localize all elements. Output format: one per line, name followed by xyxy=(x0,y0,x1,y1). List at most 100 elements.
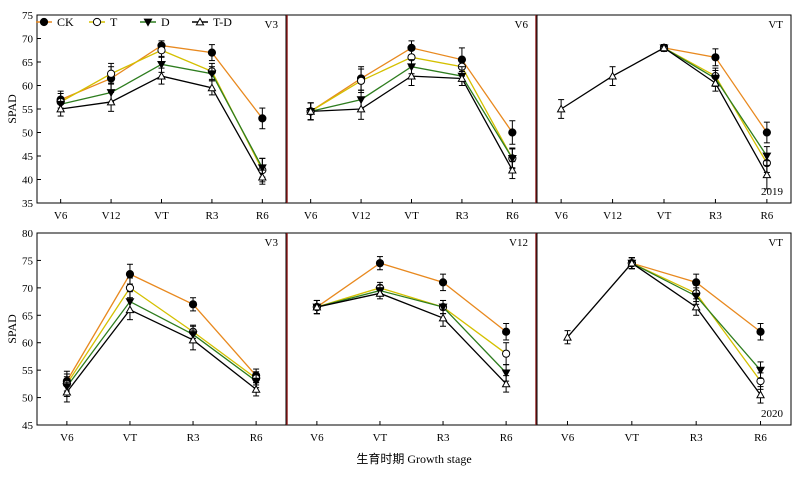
legend-marker xyxy=(92,17,102,27)
data-point xyxy=(188,335,198,344)
data-point xyxy=(762,152,772,161)
data-point xyxy=(375,259,385,268)
y-tick-label: 60 xyxy=(22,338,34,350)
x-tick-label: V6 xyxy=(54,210,68,222)
series-marks-ck xyxy=(659,43,771,144)
data-point xyxy=(251,377,261,386)
data-point xyxy=(125,283,135,292)
data-point xyxy=(502,327,511,336)
data-point xyxy=(257,172,267,181)
panel-frame xyxy=(536,14,792,204)
data-point xyxy=(438,303,448,312)
series-line xyxy=(66,286,257,385)
series-marks-t xyxy=(62,277,261,395)
series-ck xyxy=(316,262,507,333)
y-axis-label: SPAD xyxy=(5,94,19,124)
legend-marker xyxy=(195,17,205,26)
series-d xyxy=(66,300,257,387)
legend-item-d: D xyxy=(140,15,170,29)
series-line xyxy=(60,75,263,178)
data-point xyxy=(563,332,572,341)
data-point xyxy=(556,104,566,113)
panel-stage-label: VT xyxy=(768,19,783,31)
panel-stage-label: VT xyxy=(768,237,783,249)
data-point xyxy=(106,69,116,78)
y-tick-label: 45 xyxy=(22,151,34,163)
panel-2-3: V6 VT R3 R6 VT 2020 xyxy=(536,232,792,444)
legend-label: D xyxy=(161,15,170,29)
series-t-d xyxy=(310,75,513,171)
legend-marker xyxy=(39,17,49,27)
panel-stage-label: V3 xyxy=(265,237,279,249)
series-t-d xyxy=(316,292,507,385)
y-tick-label: 75 xyxy=(22,10,34,22)
x-tick-label: V6 xyxy=(60,432,74,444)
series-marks-t-d xyxy=(563,257,765,404)
data-point xyxy=(125,270,135,279)
x-tick-label: R6 xyxy=(760,210,773,222)
panel-2-1: 45 50 55 60 65 70 75 80 V6 VT R3 R6 V3 xyxy=(22,228,287,444)
data-point xyxy=(56,104,66,113)
panel-1-1: 35 40 45 50 55 60 65 70 75 V6 V12 VT R3 R6 V3 xyxy=(22,10,287,222)
data-point xyxy=(756,366,765,375)
panel-frame xyxy=(536,232,792,426)
data-point xyxy=(691,302,701,311)
x-tick-label: VT xyxy=(624,432,639,444)
x-tick-label: VT xyxy=(657,210,672,222)
y-tick-label: 35 xyxy=(22,198,34,210)
y-tick-label: 65 xyxy=(22,57,34,69)
legend-label: CK xyxy=(57,15,74,29)
data-point xyxy=(507,154,517,163)
y-tick-label: 50 xyxy=(22,128,34,140)
data-point xyxy=(762,128,771,137)
series-t-d xyxy=(66,308,257,393)
data-point xyxy=(627,258,637,267)
series-line xyxy=(316,292,507,385)
y-tick-label: 75 xyxy=(22,255,34,267)
series-line xyxy=(310,75,513,171)
x-tick-label: R3 xyxy=(456,210,469,222)
panel-1-2: V6 V12 VT R3 R6 V6 xyxy=(286,14,537,222)
series-marks-t-d xyxy=(62,299,261,403)
x-tick-label: V12 xyxy=(603,210,622,222)
x-tick-label: VT xyxy=(373,432,388,444)
y-tick-label: 55 xyxy=(22,104,34,116)
data-point xyxy=(710,78,720,87)
series-ck xyxy=(66,273,257,382)
panel-stage-label: V12 xyxy=(509,237,528,249)
data-point xyxy=(756,327,765,336)
panel-stage-label: V3 xyxy=(265,19,279,31)
y-tick-label: 55 xyxy=(22,365,34,377)
x-axis-label: 生育时期 Growth stage xyxy=(356,451,471,466)
legend-item-ck: CK xyxy=(36,15,74,29)
series-line xyxy=(566,262,762,396)
data-point xyxy=(375,288,385,297)
y-tick-label: 60 xyxy=(22,81,34,93)
series-line xyxy=(316,262,507,333)
series-marks-t-d xyxy=(556,43,772,190)
data-point xyxy=(157,46,166,55)
year-label: 2019 xyxy=(761,186,784,198)
y-axis-label: SPAD xyxy=(5,314,19,344)
year-label: 2020 xyxy=(761,408,784,420)
legend-label: T xyxy=(110,15,118,29)
data-point xyxy=(312,302,322,311)
data-point xyxy=(106,97,116,106)
series-line xyxy=(316,289,507,374)
data-point xyxy=(756,390,765,399)
y-tick-label: 45 xyxy=(22,420,34,432)
data-point xyxy=(501,379,511,388)
series-marks-t-d xyxy=(306,66,517,180)
data-point xyxy=(691,292,701,301)
x-tick-label: VT xyxy=(154,210,169,222)
x-tick-label: V12 xyxy=(102,210,121,222)
series-line xyxy=(66,273,257,382)
data-point xyxy=(407,71,416,80)
series-marks-ck xyxy=(312,256,511,341)
x-tick-label: R6 xyxy=(256,210,269,222)
panel-frame xyxy=(36,232,287,426)
data-point xyxy=(608,71,618,80)
data-point xyxy=(438,313,448,322)
